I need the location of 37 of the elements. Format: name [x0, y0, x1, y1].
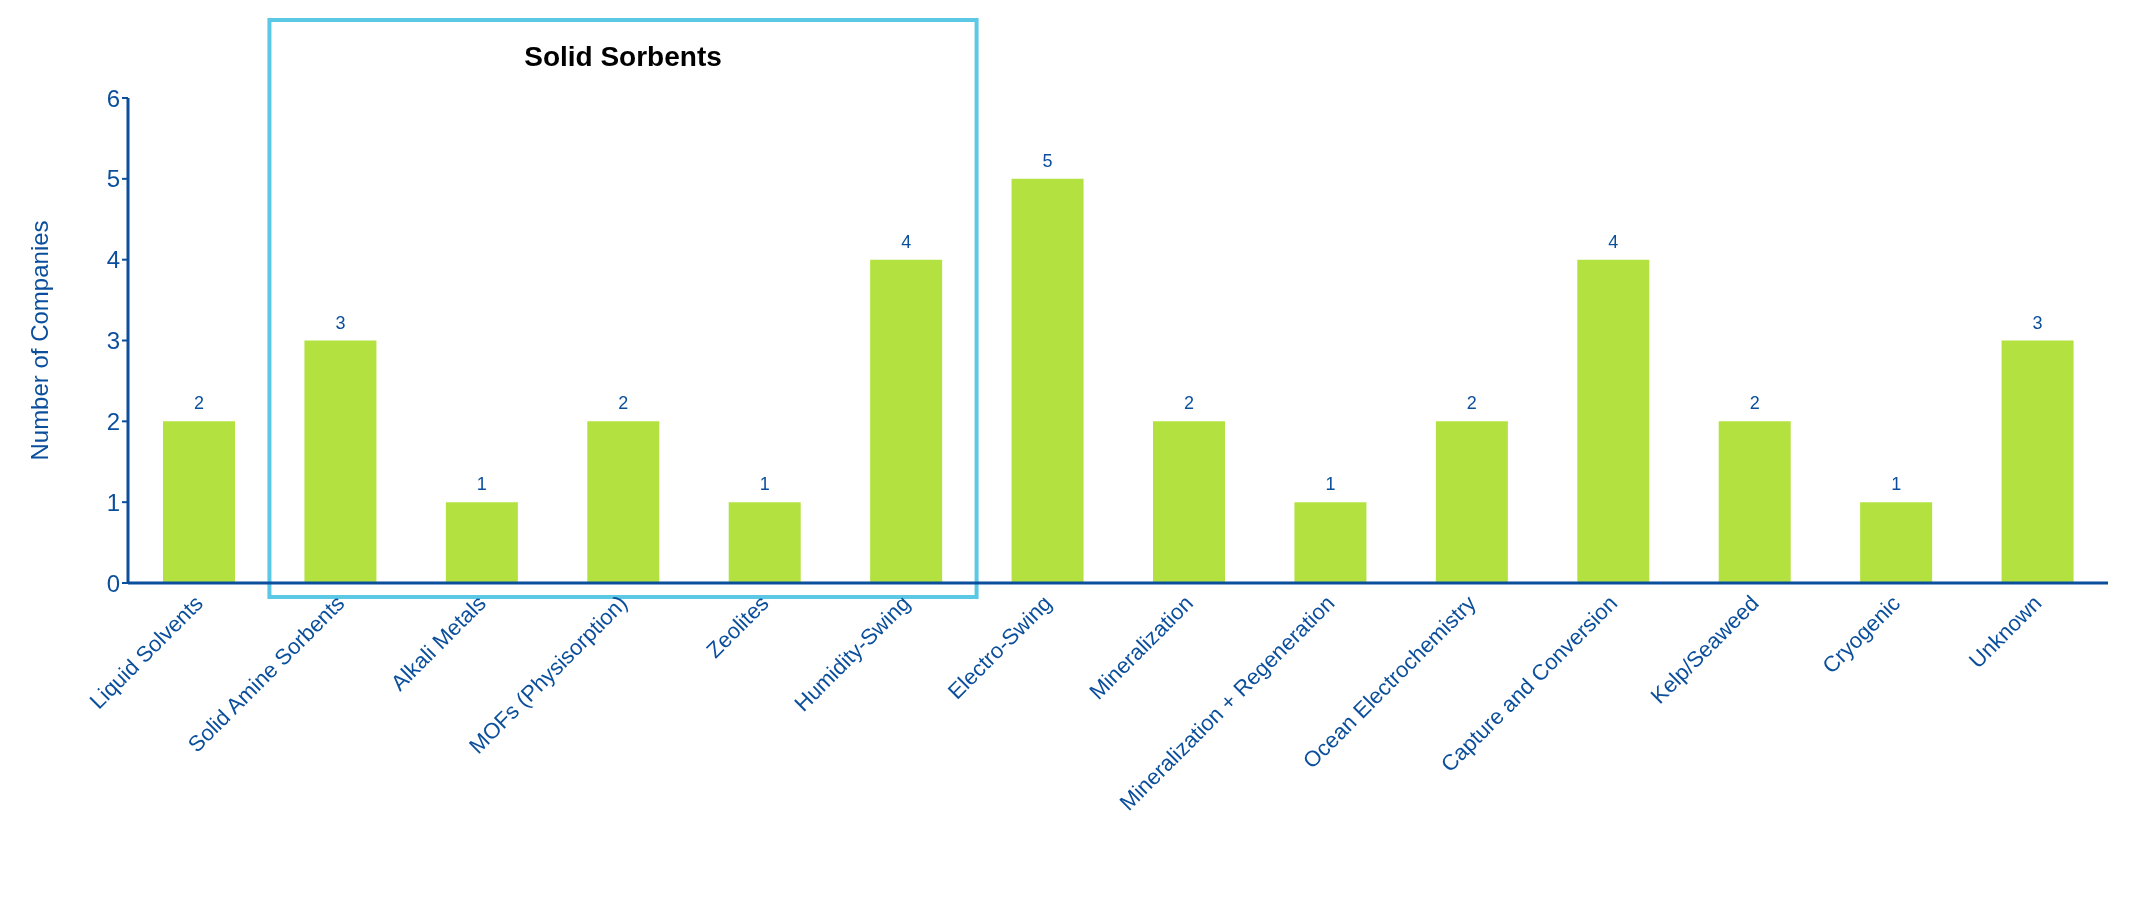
data-label: 5 [1042, 150, 1053, 171]
bar [445, 502, 518, 583]
data-label: 1 [759, 474, 770, 495]
bar [1577, 259, 1650, 583]
data-label: 2 [1466, 393, 1477, 414]
bar [163, 421, 235, 583]
data-label: 4 [901, 231, 912, 252]
bar [1153, 421, 1225, 583]
text: Solid Sorbents [524, 41, 722, 72]
bar [2001, 340, 2074, 583]
bar [1294, 502, 1367, 583]
bar [587, 421, 660, 583]
bar [304, 340, 377, 583]
data-label: 1 [1891, 474, 1902, 495]
data-label: 3 [2032, 312, 2043, 333]
bar [1860, 502, 1933, 583]
data-label: 1 [476, 474, 487, 495]
y-tick-label: 1 [106, 488, 120, 516]
bar [1435, 421, 1508, 583]
bar [870, 259, 943, 583]
y-tick-label: 0 [106, 569, 120, 597]
bar [1718, 421, 1791, 583]
bar [728, 502, 801, 583]
data-label: 2 [618, 393, 629, 414]
y-tick-label: 4 [106, 246, 120, 274]
data-label: 2 [193, 393, 205, 414]
y-tick-label: 6 [106, 84, 120, 112]
data-label: 2 [1183, 393, 1195, 414]
y-tick-label: 3 [106, 327, 120, 355]
data-label: 2 [1749, 393, 1760, 414]
bar [1011, 178, 1084, 583]
y-axis-title: Number of Companies [25, 220, 53, 461]
y-tick-label: 5 [106, 165, 120, 193]
y-tick-label: 2 [106, 407, 120, 435]
data-label: 4 [1608, 231, 1619, 252]
data-label: 3 [335, 312, 346, 333]
data-label: 1 [1325, 474, 1336, 495]
